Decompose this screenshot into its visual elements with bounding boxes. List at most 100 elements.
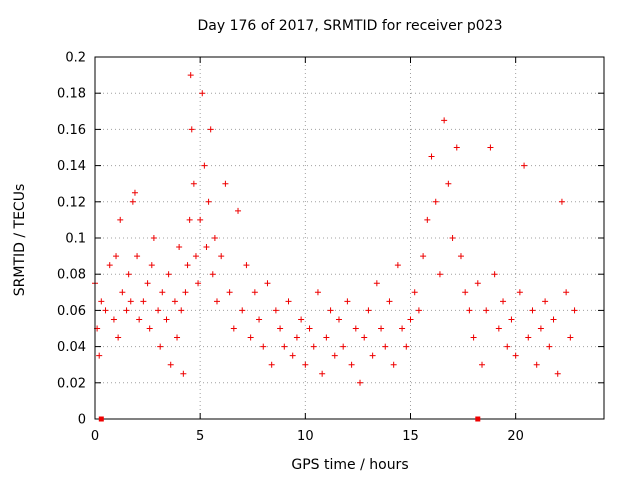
data-point [222, 180, 229, 187]
data-point [197, 216, 204, 223]
data-point [178, 307, 185, 314]
data-point [119, 289, 126, 296]
data-point [474, 280, 481, 287]
data-point [106, 262, 113, 269]
data-point [239, 307, 246, 314]
data-point [348, 361, 355, 368]
x-tick-label: 20 [507, 429, 524, 444]
data-point [314, 289, 321, 296]
data-point [203, 244, 210, 251]
data-point [195, 280, 202, 287]
data-point [390, 361, 397, 368]
data-point [146, 325, 153, 332]
data-point [533, 361, 540, 368]
data-point [187, 72, 194, 79]
grid-lines [95, 57, 604, 419]
data-point [182, 289, 189, 296]
data-point [319, 370, 326, 377]
data-point [306, 325, 313, 332]
data-point [268, 361, 275, 368]
data-point [209, 271, 216, 278]
data-point [256, 316, 263, 323]
data-point [542, 298, 549, 305]
data-point [386, 298, 393, 305]
data-point [487, 144, 494, 151]
data-point [382, 343, 389, 350]
data-point [365, 307, 372, 314]
data-point [340, 343, 347, 350]
data-point [470, 334, 477, 341]
data-point [361, 334, 368, 341]
data-point [516, 289, 523, 296]
x-tick-label: 5 [196, 429, 204, 444]
data-point [115, 334, 122, 341]
axis-ticks: 0 0.02 0.04 0.06 0.08 0.1 0.12 0.14 0.16 0.18 0.2 0… [57, 51, 604, 444]
y-tick-label: 0.14 [57, 159, 86, 174]
data-point [554, 370, 561, 377]
data-point [483, 307, 490, 314]
data-point [127, 298, 134, 305]
data-point [226, 289, 233, 296]
x-tick-label: 10 [297, 429, 314, 444]
data-point [176, 244, 183, 251]
data-point [201, 162, 208, 169]
data-point [211, 235, 218, 241]
axis-markers [98, 416, 481, 422]
x-axis-label: GPS time / hours [291, 457, 409, 473]
data-point [479, 361, 486, 368]
data-point [407, 316, 414, 323]
y-tick-label: 0.12 [57, 195, 86, 210]
data-point [399, 325, 406, 332]
data-point [235, 207, 242, 214]
data-point [327, 307, 334, 314]
data-point [550, 316, 557, 323]
data-point [144, 280, 151, 287]
data-point [285, 298, 292, 305]
data-point [436, 271, 443, 278]
data-point [352, 325, 359, 332]
data-point [180, 370, 187, 377]
data-point [411, 289, 418, 296]
data-point [521, 162, 528, 169]
data-point [148, 262, 155, 269]
data-point [344, 298, 351, 305]
data-point [277, 325, 284, 332]
data-point [174, 334, 181, 341]
data-point [298, 316, 305, 323]
data-point [230, 325, 237, 332]
y-tick-label: 0.16 [57, 123, 86, 138]
data-point [165, 271, 172, 278]
data-point [323, 334, 330, 341]
data-point [272, 307, 279, 314]
data-point [357, 379, 364, 386]
data-point [491, 271, 498, 278]
data-point [293, 334, 300, 341]
data-point [500, 298, 507, 305]
data-point [134, 253, 141, 260]
data-point [136, 316, 143, 323]
data-point [171, 298, 178, 305]
data-point [199, 90, 206, 97]
data-point [218, 253, 225, 260]
axis-marker [475, 416, 481, 422]
data-point [98, 298, 105, 305]
data-point [247, 334, 254, 341]
data-point [331, 352, 338, 359]
data-point [445, 180, 452, 187]
data-point [157, 343, 164, 350]
data-point [420, 253, 427, 260]
data-point [251, 289, 258, 296]
y-tick-label: 0.04 [57, 340, 86, 355]
data-point [184, 262, 191, 269]
chart-title: Day 176 of 2017, SRMTID for receiver p02… [197, 18, 503, 34]
data-point [546, 343, 553, 350]
data-point [457, 253, 464, 260]
data-point [140, 298, 147, 305]
axis-marker [98, 416, 104, 422]
data-point [432, 198, 439, 205]
data-point [264, 280, 271, 287]
data-point [123, 307, 130, 314]
data-point [131, 189, 138, 196]
data-point [113, 253, 120, 260]
y-tick-label: 0.08 [57, 268, 86, 283]
